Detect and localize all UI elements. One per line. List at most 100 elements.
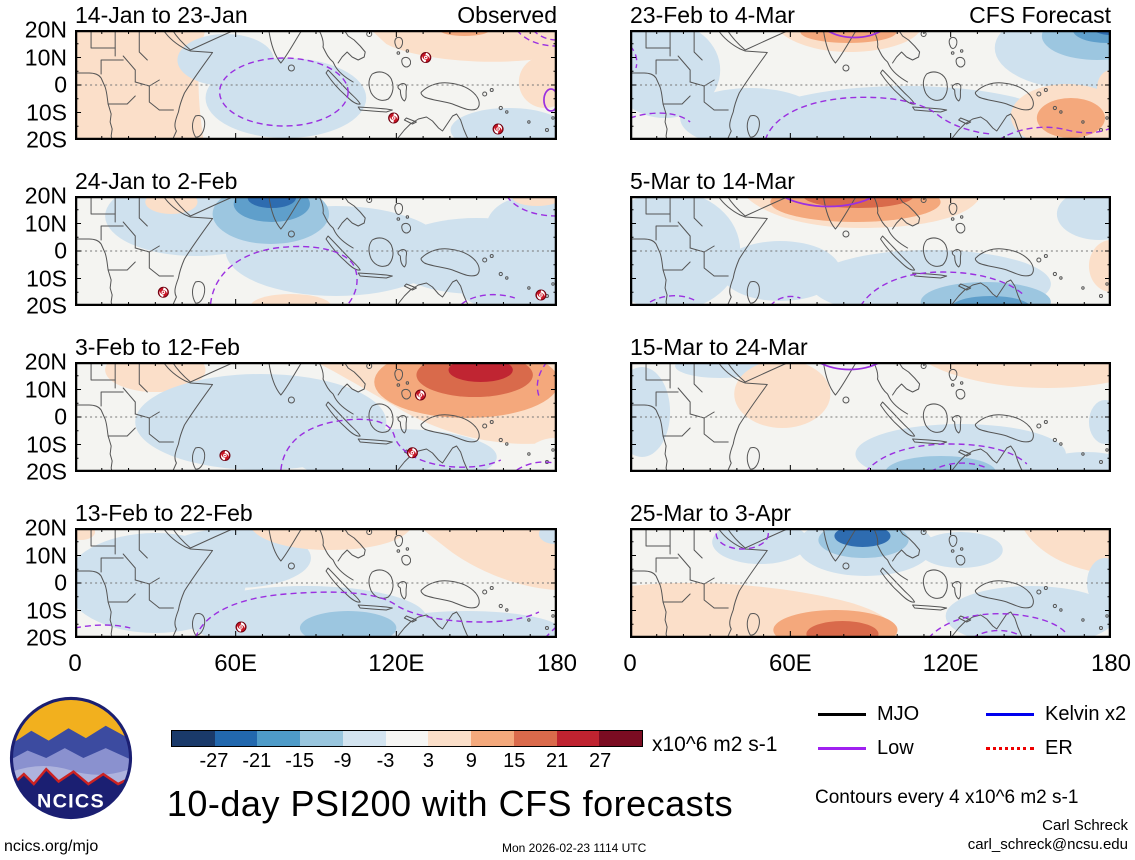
y-axis-tick-label: 10N — [24, 210, 67, 236]
legend-line-sample — [986, 713, 1034, 716]
colorbar-segment — [214, 731, 258, 746]
tropical-cyclone-marker — [235, 621, 247, 633]
colorbar-segment — [385, 731, 429, 746]
y-axis-tick-label: 10S — [26, 597, 67, 623]
colorbar-tick-value: 15 — [503, 750, 526, 772]
x-axis-tick-label: 0 — [623, 650, 637, 677]
panel-title-row: 5-Mar to 14-Mar — [630, 169, 1111, 196]
legend-line-sample — [818, 713, 866, 716]
colorbar-tick-value: 27 — [588, 750, 612, 772]
panel-date-range: 13-Feb to 22-Feb — [75, 500, 253, 526]
panel-title-row: 3-Feb to 12-Feb — [75, 335, 557, 362]
panel-title-row: 24-Jan to 2-Feb — [75, 169, 557, 196]
colorbar-segment — [471, 731, 514, 746]
y-axis-tick-label: 10N — [24, 542, 67, 568]
y-axis-tick-label: 0 — [54, 237, 67, 264]
logo-text: NCICS — [37, 791, 105, 813]
tropical-cyclone-marker — [420, 51, 432, 64]
legend-label: Kelvin x2 — [1045, 703, 1127, 725]
tropical-cyclone-marker — [414, 389, 426, 401]
legend-entry: Low — [818, 737, 986, 760]
y-axis-tick-label: 0 — [54, 71, 67, 98]
panel-date-range: 24-Jan to 2-Feb — [75, 168, 238, 194]
anomaly-map — [75, 528, 557, 638]
y-axis-tick-label: 10S — [26, 99, 67, 125]
author-credit: Carl Schreck — [1042, 817, 1128, 834]
y-axis-labels: 20N 10N 0 10S 20S — [3, 18, 67, 151]
map-panel: 23-Feb to 4-Mar CFS Forecast — [630, 3, 1111, 140]
colorbar-tick-value: 21 — [546, 750, 569, 772]
panel-date-range: 14-Jan to 23-Jan — [75, 2, 248, 28]
colorbar-units: x10^6 m2 s-1 — [652, 733, 778, 756]
panel-title-row: 14-Jan to 23-Jan Observed — [75, 3, 557, 30]
panel-date-range: 25-Mar to 3-Apr — [630, 500, 792, 526]
y-axis-tick-label: 20N — [24, 514, 67, 541]
y-axis-tick-label: 10N — [24, 376, 67, 402]
y-axis-labels: 20N 10N 0 10S 20S — [3, 184, 67, 317]
y-axis-tick-label: 0 — [54, 403, 67, 430]
y-axis-tick-label: 20N — [24, 348, 67, 375]
contour-legend: MJO Kelvin x2 Low ER — [818, 703, 1126, 760]
colorbar-tick-value: 9 — [465, 750, 477, 772]
map-panel: 3-Feb to 12-Feb 20N 10N 0 10S 20S — [25, 335, 557, 483]
x-axis-tick-label: 180 — [536, 650, 578, 677]
x-axis-tick-label: 60E — [214, 650, 258, 677]
panel-date-range: 23-Feb to 4-Mar — [630, 2, 795, 28]
wave-contours — [817, 362, 1028, 472]
colorbar-tick-value: -27 — [199, 750, 229, 772]
x-axis-tick-label: 180 — [1090, 650, 1132, 677]
wave-contours — [209, 196, 557, 305]
panel-date-range: 15-Mar to 24-Mar — [630, 334, 808, 360]
panel-date-range: 3-Feb to 12-Feb — [75, 334, 240, 360]
legend-entry: MJO — [818, 703, 986, 726]
anomaly-map — [75, 362, 557, 472]
colorbar-segment — [556, 731, 600, 746]
colorbar-segment — [599, 731, 643, 746]
legend-line-sample — [986, 747, 1034, 750]
map-panel: 5-Mar to 14-Mar — [630, 169, 1111, 306]
colorbar-segment — [300, 731, 343, 746]
map-panel: 25-Mar to 3-Apr — [630, 501, 1111, 638]
colorbar-tick-value: -15 — [285, 750, 315, 772]
y-axis-tick-label: 20S — [26, 458, 67, 485]
tropical-cyclone-marker — [388, 112, 400, 124]
y-axis-labels: 20N 10N 0 10S 20S — [3, 516, 67, 649]
x-axis-labels-right: 0 60E 120E 180 — [623, 650, 1131, 680]
y-axis-tick-label: 20N — [24, 182, 67, 209]
logo-red-ridgeline — [11, 767, 131, 789]
y-axis-tick-label: 10N — [24, 44, 67, 70]
anomaly-map — [75, 196, 557, 306]
x-axis-labels-left: 0 60E 120E 180 — [68, 650, 577, 680]
contour-interval-note: Contours every 4 x10^6 m2 s-1 — [815, 787, 1079, 808]
anomaly-map — [630, 362, 1111, 472]
panel-title-row: 13-Feb to 22-Feb — [75, 501, 557, 528]
colorbar-segment — [513, 731, 557, 746]
map-panel: 15-Mar to 24-Mar — [630, 335, 1111, 472]
colorbar-tick-value: -3 — [376, 750, 395, 772]
anomaly-map — [630, 30, 1111, 140]
colorbar-segment — [172, 731, 215, 746]
y-axis-tick-label: 10S — [26, 431, 67, 457]
colorbar-segment — [342, 731, 386, 746]
y-axis-tick-label: 20N — [24, 16, 67, 43]
anomaly-map — [630, 528, 1111, 638]
anomaly-shading — [75, 30, 557, 140]
figure-title: 10-day PSI200 with CFS forecasts — [166, 783, 734, 824]
colorbar — [171, 730, 643, 747]
y-axis-labels: 20N 10N 0 10S 20S — [3, 350, 67, 483]
anomaly-shading — [105, 196, 557, 306]
legend-label: ER — [1045, 737, 1073, 759]
anomaly-shading — [630, 362, 1111, 472]
colorbar-tick-value: -9 — [333, 750, 352, 772]
colorbar-segment — [257, 731, 301, 746]
x-axis-tick-label: 120E — [368, 650, 425, 677]
y-axis-tick-label: 0 — [54, 569, 67, 596]
map-panel: 13-Feb to 22-Feb 20N 10N 0 10S 20S — [25, 501, 557, 649]
y-axis-tick-label: 20S — [26, 292, 67, 319]
panel-title-row: 25-Mar to 3-Apr — [630, 501, 1111, 528]
colorbar-tick-value: 3 — [422, 750, 435, 772]
generation-timestamp: Mon 2026-02-23 1114 UTC — [502, 841, 647, 855]
column-label-forecast: CFS Forecast — [969, 2, 1111, 28]
author-email: carl_schreck@ncsu.edu — [967, 836, 1128, 853]
panel-date-range: 5-Mar to 14-Mar — [630, 168, 795, 194]
